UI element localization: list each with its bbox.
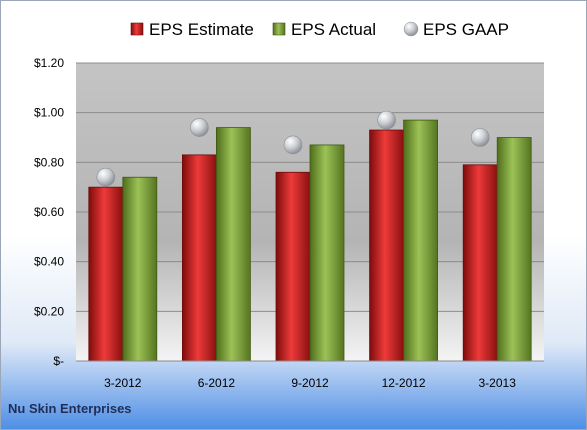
point-eps-gaap [470,128,490,147]
y-tick-label: $0.60 [34,205,64,219]
point-eps-gaap [283,135,303,155]
bar-eps-actual [122,176,158,362]
y-tick-label: $0.20 [34,304,64,318]
legend-swatch-gaap [403,21,419,37]
legend: EPS Estimate EPS Actual EPS GAAP [130,20,509,39]
bar-eps-actual [309,144,345,362]
point-eps-gaap [377,110,396,130]
x-tick-label: 12-2012 [382,376,426,390]
y-tick-label: $0.40 [34,255,64,269]
y-tick-label: $- [53,354,64,368]
bar-eps-estimate [369,129,405,362]
legend-swatch-estimate [130,22,144,36]
legend-label: EPS GAAP [423,20,509,39]
bar-eps-estimate [275,171,311,362]
point-eps-gaap [96,167,116,187]
x-tick-label: 9-2012 [291,376,329,390]
legend-label: EPS Actual [291,20,376,39]
legend-swatch-actual [272,22,286,36]
bar-eps-estimate [462,164,498,362]
y-tick-label: $0.80 [34,155,64,169]
x-tick-label: 3-2012 [104,376,142,390]
company-name: Nu Skin Enterprises [8,401,132,416]
point-eps-gaap [190,118,209,137]
bars [88,119,532,362]
gaap-points [96,110,490,187]
y-axis-labels: $- $0.20 $0.40 $0.60 $0.80 $1.00 $1.20 [34,56,64,368]
y-tick-label: $1.20 [34,56,64,70]
bar-eps-actual [403,119,439,362]
bar-eps-estimate [181,154,217,362]
bar-eps-actual [496,137,532,362]
x-tick-label: 6-2012 [198,376,236,390]
y-tick-label: $1.00 [34,106,64,120]
x-axis-labels: 3-2012 6-2012 9-2012 12-2012 3-2013 [104,376,516,390]
legend-label: EPS Estimate [149,20,254,39]
bar-eps-estimate [88,186,124,362]
bar-eps-actual [215,127,251,362]
x-tick-label: 3-2013 [479,376,517,390]
